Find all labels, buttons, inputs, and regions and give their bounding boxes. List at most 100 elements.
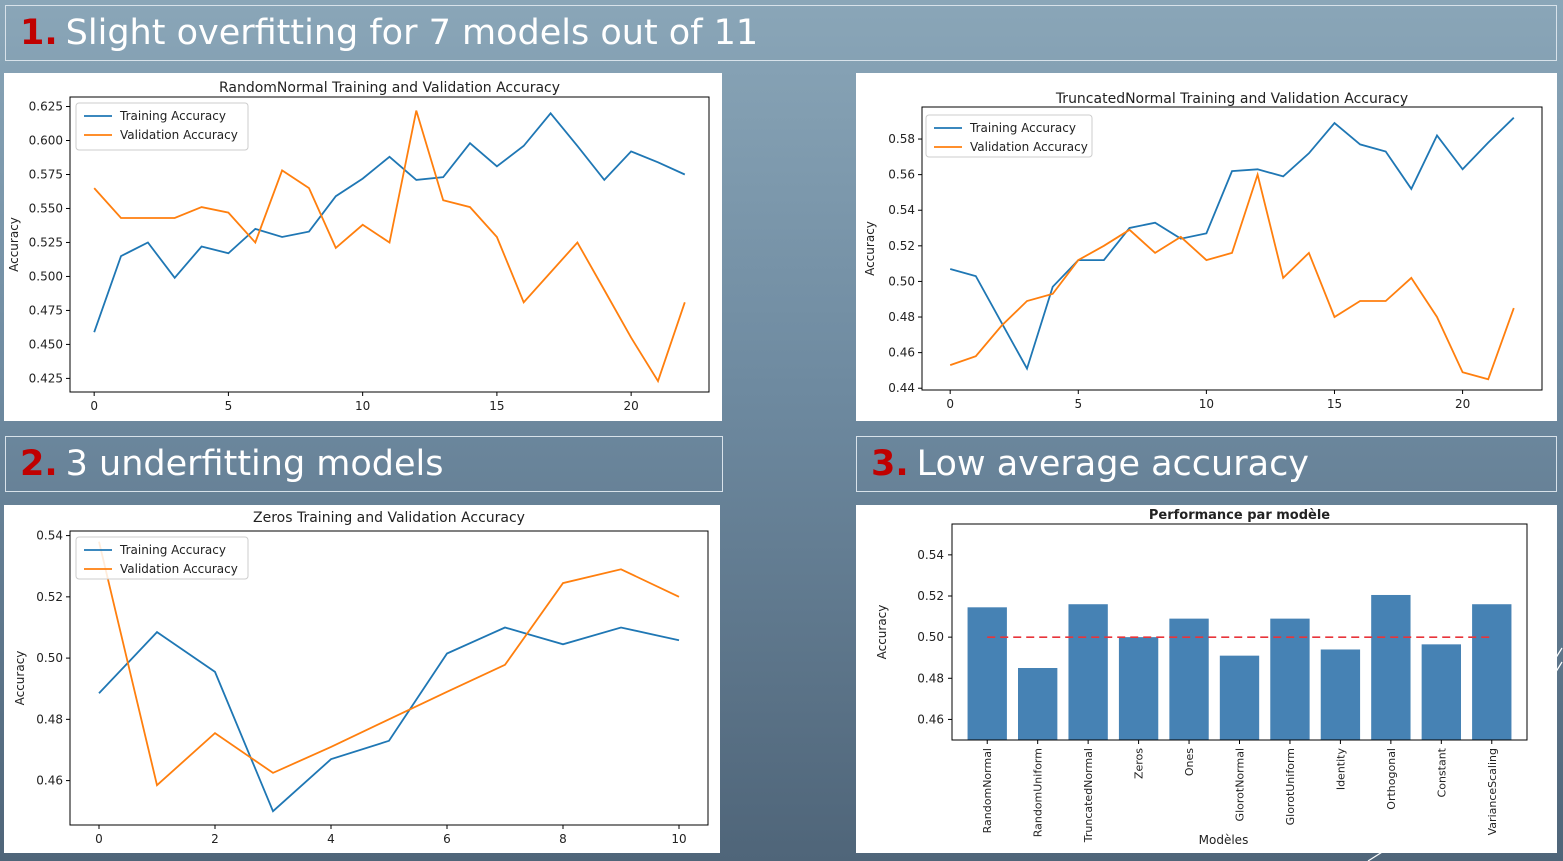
chart3-bar-glorotuniform (1270, 618, 1310, 740)
chart0-x-tick-label: 10 (355, 399, 370, 413)
chart3-bar-zeros (1118, 637, 1159, 740)
chart0-y-tick-label: 0.550 (29, 201, 63, 215)
chart2-title: Zeros Training and Validation Accuracy (253, 510, 525, 526)
chart2-x-tick-label: 10 (671, 832, 686, 846)
chart0-y-axis-label: Accuracy (7, 217, 21, 272)
chart3-x-tick-label: Constant (1435, 747, 1448, 797)
chart2-x-tick-label: 8 (559, 832, 567, 846)
chart2-legend-box (75, 536, 249, 580)
chart3-y-tick-label: 0.54 (917, 548, 944, 562)
chart-truncatednormal: TruncatedNormal Training and Validation … (856, 73, 1557, 421)
chart1-y-tick-label: 0.52 (888, 239, 915, 253)
heading-number: 3. (871, 444, 909, 484)
chart3-x-tick-label: Orthogonal (1385, 748, 1398, 810)
chart2-y-tick-label: 0.48 (36, 712, 63, 726)
chart1-y-tick-label: 0.56 (888, 168, 915, 182)
chart1-legend-label: Validation Accuracy (970, 140, 1088, 154)
chart1-y-tick-label: 0.50 (888, 274, 915, 288)
chart2-legend-label: Training Accuracy (119, 543, 226, 557)
chart2-x-tick-label: 4 (327, 832, 335, 846)
chart0-x-tick-label: 20 (623, 399, 638, 413)
chart0-series-line-validation (93, 110, 686, 384)
chart1-x-tick-label: 15 (1327, 397, 1342, 411)
chart-randomnormal: RandomNormal Training and Validation Acc… (4, 73, 722, 421)
chart1-series-line-training (949, 117, 1515, 371)
chart0-y-tick-label: 0.575 (29, 167, 63, 181)
chart3-x-tick-label: Ones (1183, 748, 1196, 776)
chart0-y-tick-label: 0.475 (29, 303, 63, 317)
chart1-y-tick-label: 0.54 (888, 203, 915, 217)
heading-low-accuracy: 3. Low average accuracy (856, 436, 1557, 492)
chart3-x-axis-label: Modèles (1199, 833, 1249, 847)
chart0-y-tick-label: 0.500 (29, 269, 63, 283)
chart0-legend-box (75, 102, 249, 151)
chart3-title: Performance par modèle (1149, 508, 1330, 523)
chart3-y-tick-label: 0.48 (917, 671, 944, 685)
chart1-y-tick-label: 0.44 (888, 381, 915, 395)
chart3-x-tick-label: Zeros (1133, 748, 1146, 779)
chart1-plot-frame (921, 106, 1543, 391)
chart0-x-tick-label: 15 (489, 399, 504, 413)
chart3-bar-identity (1320, 649, 1361, 740)
chart0-plot-frame (69, 96, 710, 393)
chart3-x-tick-label: GlorotNormal (1234, 748, 1247, 821)
chart3-bar-glorotnormal (1219, 655, 1260, 740)
chart1-y-tick-label: 0.58 (888, 132, 915, 146)
chart1-legend-box (925, 114, 1093, 158)
chart1-title: TruncatedNormal Training and Validation … (1055, 91, 1408, 107)
chart1-x-tick-label: 20 (1455, 397, 1470, 411)
chart2-y-tick-label: 0.52 (36, 590, 63, 604)
chart2-legend-label: Validation Accuracy (120, 562, 238, 576)
heading-number: 2. (20, 444, 58, 484)
heading-overfitting: 1. Slight overfitting for 7 models out o… (5, 5, 1557, 61)
chart3-x-tick-label: VarianceScaling (1486, 748, 1499, 835)
chart0-x-tick-label: 5 (225, 399, 233, 413)
chart1-x-tick-label: 10 (1199, 397, 1214, 411)
chart1-x-tick-label: 0 (946, 397, 954, 411)
chart3-bar-ones (1169, 618, 1209, 740)
chart2-y-tick-label: 0.46 (36, 774, 63, 788)
chart3-y-tick-label: 0.50 (917, 630, 944, 644)
chart0-title: RandomNormal Training and Validation Acc… (219, 80, 560, 96)
chart2-y-axis-label: Accuracy (13, 651, 27, 706)
chart2-series-line-training (98, 626, 680, 813)
slide-corner-decoration-bottom (1367, 841, 1399, 861)
chart1-y-axis-label: Accuracy (863, 221, 877, 276)
chart1-x-tick-label: 5 (1074, 397, 1082, 411)
chart2-plot-frame (69, 530, 709, 826)
chart3-y-tick-label: 0.46 (917, 712, 944, 726)
chart1-legend-label: Training Accuracy (969, 121, 1076, 135)
chart2-x-tick-label: 2 (211, 832, 219, 846)
chart0-y-tick-label: 0.450 (29, 337, 63, 351)
chart0-y-tick-label: 0.625 (29, 100, 63, 114)
chart0-y-tick-label: 0.525 (29, 235, 63, 249)
chart3-x-tick-label: Identity (1334, 748, 1347, 791)
chart3-bar-orthogonal (1371, 594, 1411, 740)
chart3-bar-truncatednormal (1068, 604, 1108, 740)
chart3-bar-randomnormal (967, 607, 1007, 740)
chart3-bar-variancescaling (1472, 604, 1512, 740)
chart3-bar-constant (1421, 644, 1461, 740)
heading-text: 3 underfitting models (65, 444, 444, 484)
chart3-y-tick-label: 0.52 (917, 589, 944, 603)
chart1-y-tick-label: 0.48 (888, 310, 915, 324)
slide-corner-decoration (1541, 647, 1563, 689)
chart0-series-line-training (93, 111, 686, 333)
heading-number: 1. (20, 13, 58, 53)
chart3-x-tick-label: RandomNormal (981, 748, 994, 833)
chart0-legend-label: Training Accuracy (119, 109, 226, 123)
chart1-y-tick-label: 0.46 (888, 346, 915, 360)
chart-zeros: Zeros Training and Validation Accuracy Ac… (4, 505, 720, 853)
heading-text: Slight overfitting for 7 models out of 1… (65, 13, 759, 53)
chart2-y-tick-label: 0.54 (36, 529, 63, 543)
chart0-x-tick-label: 0 (90, 399, 98, 413)
chart2-x-tick-label: 6 (443, 832, 451, 846)
chart3-x-tick-label: TruncatedNormal (1082, 748, 1095, 843)
chart2-series-line-validation (98, 541, 680, 787)
heading-underfitting: 2. 3 underfitting models (5, 436, 723, 492)
chart3-plot-frame (951, 523, 1528, 741)
chart3-x-tick-label: GlorotUniform (1284, 748, 1297, 825)
chart0-y-tick-label: 0.600 (29, 134, 63, 148)
chart3-y-axis-label: Accuracy (875, 605, 889, 660)
chart0-legend-label: Validation Accuracy (120, 128, 238, 142)
